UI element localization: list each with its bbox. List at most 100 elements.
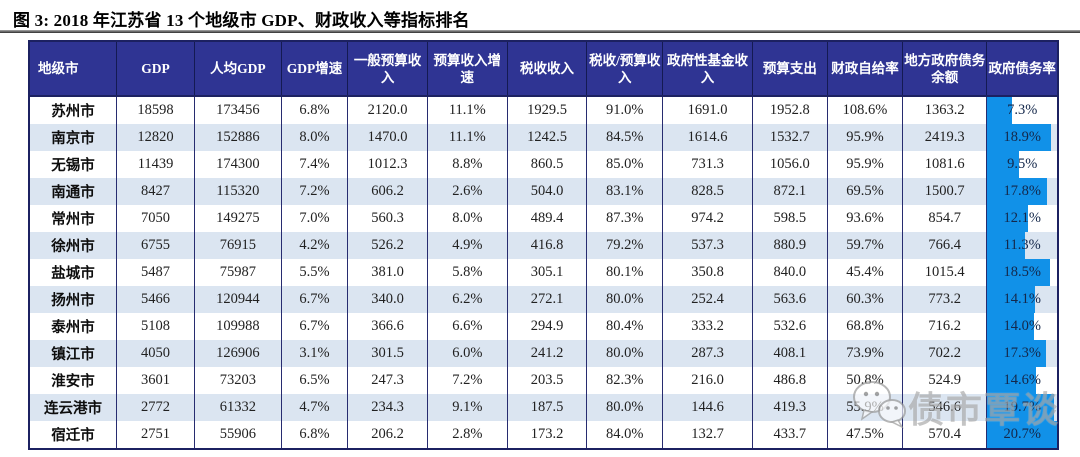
table-cell: 5466 (115, 286, 195, 313)
table-cell: 203.5 (506, 367, 587, 394)
table-cell: 115320 (194, 178, 282, 205)
debt-ratio-value: 9.5% (1007, 156, 1038, 172)
table-header-cell: 地级市 (29, 41, 117, 97)
table-cell: 7.2% (426, 367, 508, 394)
table-cell: 6755 (115, 232, 195, 259)
table-cell: 854.7 (902, 205, 987, 232)
debt-ratio-value: 11.3% (1003, 237, 1041, 253)
table-cell: 433.7 (751, 421, 828, 449)
table-cell: 6.8% (280, 96, 348, 124)
table-row: 常州市 7050 149275 7.0% 560.3 8.0% 489.4 87.3% 974.… (29, 205, 1058, 232)
table-cell: 6.5% (280, 367, 348, 394)
city-name-cell: 南通市 (29, 178, 117, 205)
table-container: 地级市 GDP 人均GDP GDP增速 一般预算收入 预算收入增速 税收收入 税收/预算收入政… (28, 40, 1059, 450)
debt-ratio-cell: 18.5% (986, 259, 1058, 286)
table-cell: 606.2 (347, 178, 428, 205)
table-header-cell: 政府性基金收入 (662, 41, 753, 97)
table-cell: 350.8 (662, 259, 753, 286)
table-cell: 8427 (115, 178, 195, 205)
table-cell: 2751 (115, 421, 195, 449)
table-cell: 55906 (194, 421, 282, 449)
table-cell: 4050 (115, 340, 195, 367)
table-cell: 83.1% (586, 178, 663, 205)
table-cell: 305.1 (506, 259, 587, 286)
figure-title: 图 3: 2018 年江苏省 13 个地级市 GDP、财政收入等指标排名 (13, 11, 470, 30)
table-row: 宿迁市 2751 55906 6.8% 206.2 2.8% 173.2 84.0% 132.7… (29, 421, 1058, 449)
debt-ratio-value: 17.3% (1003, 345, 1041, 361)
table-cell: 563.6 (751, 286, 828, 313)
table-cell: 6.0% (426, 340, 508, 367)
table-cell: 152886 (194, 124, 282, 151)
table-cell: 5487 (115, 259, 195, 286)
table-row: 扬州市 5466 120944 6.7% 340.0 6.2% 272.1 80.0% 252.… (29, 286, 1058, 313)
table-cell: 1012.3 (347, 151, 428, 178)
table-cell: 773.2 (902, 286, 987, 313)
debt-ratio-bar (987, 205, 1029, 232)
city-name-cell: 泰州市 (51, 320, 95, 336)
table-cell: 526.2 (347, 232, 428, 259)
table-cell: 247.3 (347, 367, 428, 394)
table-cell: 68.8% (826, 313, 903, 340)
title-underline (0, 30, 1080, 33)
table-cell: 7050 (115, 205, 195, 232)
table-cell: 2.6% (426, 178, 508, 205)
data-table: 地级市 GDP 人均GDP GDP增速 一般预算收入 预算收入增速 税收收入 税收/预算收入政… (28, 40, 1059, 450)
table-cell: 4.2% (280, 232, 348, 259)
table-cell: 287.3 (662, 340, 753, 367)
table-cell: 5.5% (280, 259, 348, 286)
table-cell: 80.0% (586, 394, 663, 421)
table-cell: 702.2 (902, 340, 987, 367)
debt-ratio-cell: 12.1% (986, 205, 1058, 232)
city-name-cell: 无锡市 (51, 158, 95, 174)
debt-ratio-bar (987, 367, 1037, 394)
table-header-cell: GDP (115, 41, 195, 97)
table-header-cell: 地方政府债务余额 (902, 41, 987, 97)
table-cell: 11439 (115, 151, 195, 178)
header-row: 地级市 GDP 人均GDP GDP增速 一般预算收入 预算收入增速 税收收入 税收/预算收入政… (29, 41, 1058, 97)
debt-ratio-value: 19.7% (1003, 399, 1041, 415)
table-cell: 120944 (194, 286, 282, 313)
table-cell: 206.2 (347, 421, 428, 449)
table-cell: 716.2 (902, 313, 987, 340)
table-cell: 1500.7 (902, 178, 987, 205)
table-header-cell: 政府债务率 (986, 41, 1058, 97)
table-cell: 18598 (115, 96, 195, 124)
table-row: 泰州市 5108 109988 6.7% 366.6 6.6% 294.9 80.4% 333.… (29, 313, 1058, 340)
table-cell: 333.2 (662, 313, 753, 340)
table-cell: 546.6 (902, 394, 987, 421)
table-cell: 598.5 (751, 205, 828, 232)
table-cell: 76915 (194, 232, 282, 259)
table-cell: 5108 (115, 313, 195, 340)
table-cell: 108.6% (826, 96, 903, 124)
city-name-cell: 扬州市 (29, 286, 117, 313)
table-row: 连云港市 2772 61332 4.7% 234.3 9.1% 187.5 80.0% 144.… (29, 394, 1058, 421)
debt-ratio-value: 14.1% (1003, 291, 1041, 307)
debt-ratio-bar (987, 286, 1035, 313)
table-cell: 486.8 (751, 367, 828, 394)
table-cell: 1015.4 (902, 259, 987, 286)
table-cell: 272.1 (506, 286, 587, 313)
debt-ratio-cell: 14.0% (986, 313, 1058, 340)
debt-ratio-value: 18.9% (1003, 129, 1041, 145)
table-cell: 47.5% (826, 421, 903, 449)
table-row: 盐城市 5487 75987 5.5% 381.0 5.8% 305.1 80.1% 350.8… (29, 259, 1058, 286)
table-cell: 1242.5 (506, 124, 587, 151)
debt-ratio-cell: 9.5% (986, 151, 1058, 178)
table-cell: 8.0% (426, 205, 508, 232)
table-cell: 173456 (194, 96, 282, 124)
table-cell: 6.7% (280, 286, 348, 313)
table-cell: 1952.8 (751, 96, 828, 124)
table-cell: 1691.0 (662, 96, 753, 124)
table-cell: 7.4% (280, 151, 348, 178)
table-cell: 766.4 (902, 232, 987, 259)
table-row: 南通市 8427 115320 7.2% 606.2 2.6% 504.0 83.1% 828.… (29, 178, 1058, 205)
table-cell: 109988 (194, 313, 282, 340)
table-cell: 79.2% (586, 232, 663, 259)
table-cell: 340.0 (347, 286, 428, 313)
city-name-cell: 连云港市 (29, 394, 117, 421)
table-cell: 87.3% (586, 205, 663, 232)
table-cell: 294.9 (506, 313, 587, 340)
table-cell: 828.5 (662, 178, 753, 205)
table-cell: 95.9% (826, 124, 903, 151)
table-cell: 12820 (115, 124, 195, 151)
